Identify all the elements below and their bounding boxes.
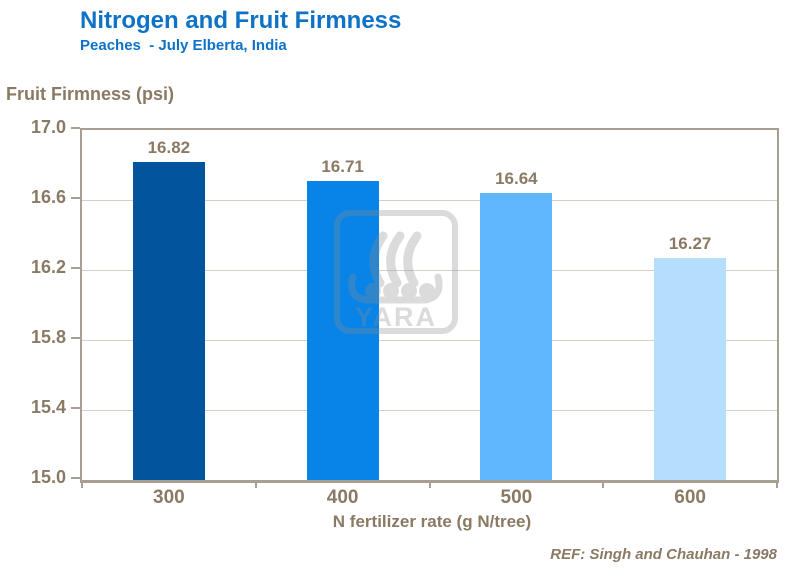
x-tick-label: 600 [674, 487, 706, 508]
x-tick-mark [254, 481, 257, 488]
gridline [82, 199, 777, 201]
x-tick-label: 300 [153, 487, 185, 508]
y-tick-mark [71, 407, 80, 409]
bar-value-label: 16.27 [668, 233, 712, 253]
gridline [82, 269, 777, 271]
reference-citation: REF: Singh and Chauhan - 1998 [550, 546, 777, 563]
y-tick-label: 15.0 [30, 467, 66, 487]
bar [132, 161, 205, 480]
y-tick-mark [71, 197, 80, 199]
x-tick-mark [428, 481, 431, 488]
x-tick-mark [602, 481, 605, 488]
y-tick-label: 15.4 [30, 397, 66, 417]
x-tick-mark [776, 481, 778, 488]
bar [306, 180, 379, 480]
x-tick-label: 400 [326, 487, 359, 508]
y-tick-mark [71, 477, 80, 479]
bar-value-label: 16.71 [321, 156, 364, 176]
bar [654, 257, 727, 480]
x-tick-label: 500 [500, 487, 533, 508]
y-axis-label: Fruit Firmness (psi) [6, 84, 175, 104]
bar-value-label: 16.82 [147, 137, 191, 157]
y-tick-label: 15.8 [30, 327, 66, 347]
chart-subtitle: Peaches - July Elberta, India [80, 37, 287, 54]
bar [480, 193, 553, 480]
y-tick-mark [71, 127, 80, 129]
gridline [82, 409, 777, 411]
y-tick-mark [71, 337, 80, 339]
chart-title: Nitrogen and Fruit Firmness [80, 7, 402, 34]
x-axis-label: N fertilizer rate (g N/tree) [332, 512, 532, 531]
y-tick-label: 16.6 [30, 187, 66, 207]
plot-area [80, 128, 779, 483]
y-tick-label: 16.2 [30, 257, 66, 277]
y-tick-label: 17.0 [30, 117, 66, 137]
gridline [82, 339, 777, 341]
y-tick-mark [71, 267, 80, 269]
x-tick-mark [81, 481, 83, 488]
bar-value-label: 16.64 [495, 169, 538, 188]
